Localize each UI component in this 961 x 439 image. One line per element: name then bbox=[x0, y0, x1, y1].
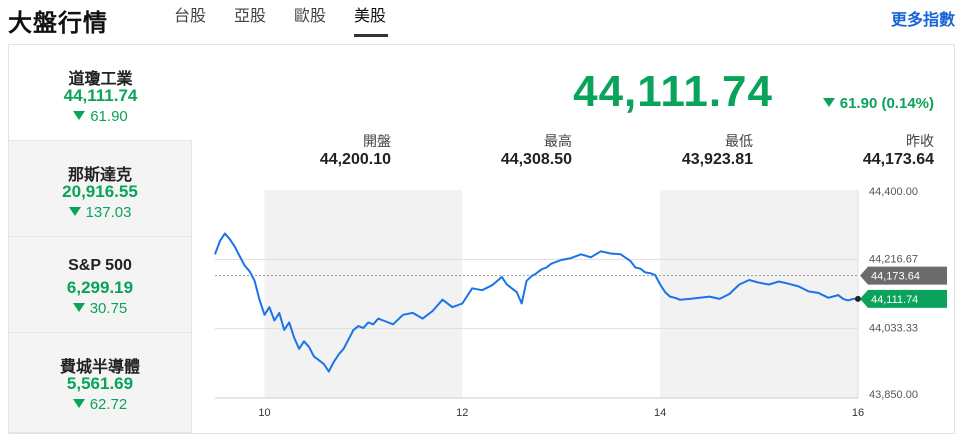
index-item-sox[interactable]: 費城半導體 5,561.69 62.72 bbox=[9, 333, 192, 433]
stat-open: 開盤 44,200.10 bbox=[221, 131, 391, 169]
index-price: 6,299.19 bbox=[66, 278, 134, 297]
index-list: 道瓊工業 44,111.74 61.90 那斯達克 20,916.55 137.… bbox=[9, 45, 192, 433]
index-item-sp500[interactable]: S&P 500 6,299.19 30.75 bbox=[9, 237, 192, 333]
index-name: S&P 500 bbox=[68, 257, 132, 274]
stat-low: 最低 43,923.81 bbox=[583, 131, 753, 169]
stat-prev-close: 昨收 44,173.64 bbox=[764, 131, 934, 169]
index-change: 61.90 bbox=[9, 108, 192, 126]
last-price-tag-label: 44,111.74 bbox=[871, 294, 918, 306]
index-change-value: 62.72 bbox=[89, 396, 128, 413]
index-name: 費城半導體 bbox=[59, 359, 140, 376]
current-price: 44,111.74 bbox=[573, 67, 773, 116]
stat-label: 開盤 bbox=[363, 133, 391, 149]
y-tick-label: 44,033.33 bbox=[869, 323, 918, 335]
prev-close-tag-label: 44,173.64 bbox=[871, 271, 920, 283]
index-item-nasdaq[interactable]: 那斯達克 20,916.55 137.03 bbox=[9, 141, 192, 237]
index-change: 62.72 bbox=[9, 396, 191, 414]
index-price: 20,916.55 bbox=[62, 182, 138, 201]
stat-label: 最高 bbox=[544, 133, 572, 149]
index-change-value: 30.75 bbox=[89, 300, 128, 317]
index-change-value: 137.03 bbox=[85, 204, 132, 221]
tab-tw[interactable]: 台股 bbox=[173, 8, 206, 25]
y-tick-label: 44,216.67 bbox=[869, 253, 918, 265]
index-price: 44,111.74 bbox=[63, 86, 138, 105]
shaded-hour-band bbox=[264, 190, 463, 398]
index-name: 那斯達克 bbox=[67, 167, 132, 184]
tab-asia[interactable]: 亞股 bbox=[233, 8, 266, 25]
down-triangle-icon bbox=[73, 111, 86, 120]
stat-value: 44,308.50 bbox=[500, 151, 572, 168]
index-name: 道瓊工業 bbox=[68, 71, 133, 88]
last-price-dot bbox=[855, 295, 861, 302]
down-triangle-icon bbox=[72, 303, 85, 312]
market-panel: 道瓊工業 44,111.74 61.90 那斯達克 20,916.55 137.… bbox=[8, 44, 955, 434]
x-tick-label: 10 bbox=[258, 407, 270, 419]
price-line bbox=[214, 232, 858, 373]
tab-us[interactable]: 美股 bbox=[340, 0, 400, 40]
stat-high: 最高 44,308.50 bbox=[402, 131, 572, 169]
header: 大盤行情 台股 亞股 歐股 美股 更多指數 bbox=[0, 0, 961, 40]
y-tick-label: 44,400.00 bbox=[869, 186, 918, 198]
more-indices-link[interactable]: 更多指數 bbox=[890, 12, 955, 29]
index-change: 137.03 bbox=[9, 204, 191, 222]
market-tabs: 台股 亞股 歐股 美股 bbox=[160, 0, 400, 40]
page-title: 大盤行情 bbox=[8, 10, 108, 37]
index-price: 5,561.69 bbox=[66, 374, 134, 393]
stat-label: 最低 bbox=[725, 133, 753, 149]
tab-europe[interactable]: 歐股 bbox=[293, 8, 326, 25]
x-tick-label: 14 bbox=[654, 407, 666, 419]
y-tick-label: 43,850.00 bbox=[869, 389, 918, 401]
stat-value: 43,923.81 bbox=[681, 151, 753, 168]
index-change-value: 61.90 bbox=[90, 108, 128, 125]
shaded-hour-band bbox=[660, 190, 858, 398]
prev-close-tag bbox=[860, 266, 947, 285]
index-item-dow[interactable]: 道瓊工業 44,111.74 61.90 bbox=[9, 45, 192, 141]
price-change-value: 61.90 (0.14%) bbox=[839, 95, 934, 112]
down-triangle-icon bbox=[68, 207, 81, 216]
x-tick-label: 12 bbox=[456, 407, 468, 419]
price-change: 61.90 (0.14%) bbox=[822, 95, 934, 112]
index-change: 30.75 bbox=[9, 300, 191, 318]
last-price-tag bbox=[860, 289, 947, 308]
stat-value: 44,200.10 bbox=[319, 151, 391, 168]
x-tick-label: 16 bbox=[852, 407, 864, 419]
stat-label: 昨收 bbox=[906, 133, 934, 149]
stat-value: 44,173.64 bbox=[862, 151, 934, 168]
intraday-chart: 44,400.00 44,216.67 44,033.33 43,850.00 10 12… bbox=[214, 186, 947, 419]
down-triangle-icon bbox=[72, 399, 85, 408]
down-triangle-icon bbox=[822, 98, 835, 107]
